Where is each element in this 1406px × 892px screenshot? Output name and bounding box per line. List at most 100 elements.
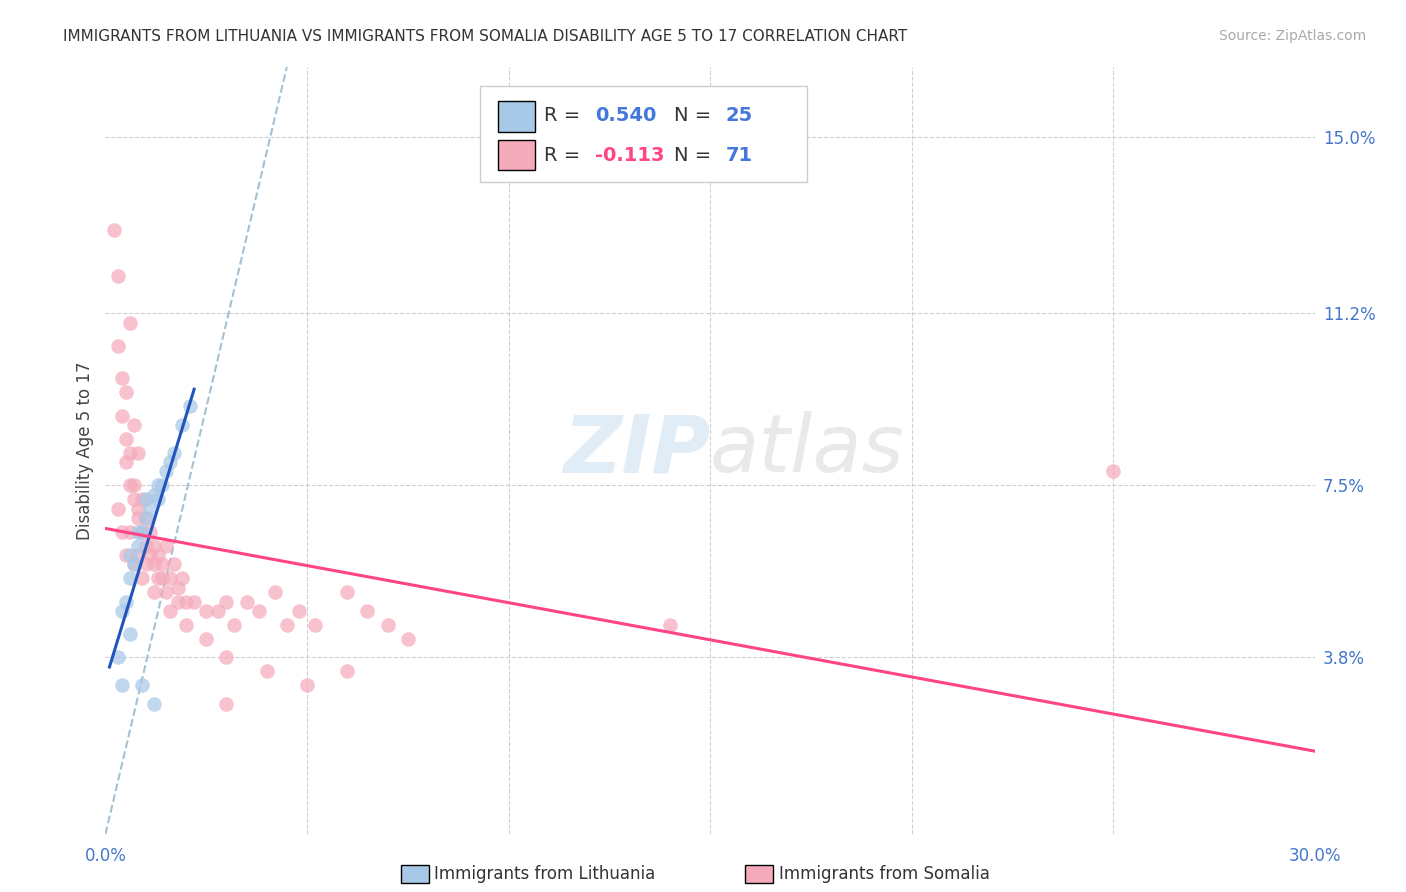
- Point: [118, 524, 141, 539]
- Point: [114, 594, 136, 608]
- Point: [304, 617, 326, 632]
- Point: [276, 617, 298, 632]
- Point: [131, 678, 153, 692]
- Point: [142, 539, 165, 553]
- Point: [142, 488, 165, 502]
- Text: 25: 25: [725, 106, 754, 125]
- Point: [183, 594, 205, 608]
- Point: [146, 492, 169, 507]
- Point: [135, 539, 157, 553]
- Point: [146, 478, 169, 492]
- Point: [118, 571, 141, 585]
- Point: [107, 339, 129, 353]
- Point: [131, 492, 153, 507]
- FancyBboxPatch shape: [481, 87, 807, 182]
- Point: [122, 417, 145, 432]
- FancyBboxPatch shape: [499, 102, 534, 132]
- Point: [155, 539, 177, 553]
- Point: [142, 697, 165, 711]
- Point: [131, 524, 153, 539]
- Point: [1102, 464, 1125, 478]
- Point: [127, 548, 149, 562]
- Point: [215, 594, 238, 608]
- Point: [356, 604, 378, 618]
- Point: [118, 478, 141, 492]
- Point: [139, 548, 162, 562]
- Point: [159, 455, 181, 469]
- Text: R =: R =: [544, 106, 586, 125]
- Point: [142, 558, 165, 572]
- Point: [150, 558, 173, 572]
- Point: [163, 446, 186, 460]
- Point: [114, 548, 136, 562]
- Point: [336, 665, 359, 679]
- Point: [114, 432, 136, 446]
- Point: [131, 571, 153, 585]
- Point: [107, 269, 129, 284]
- Point: [107, 650, 129, 665]
- Y-axis label: Disability Age 5 to 17: Disability Age 5 to 17: [76, 361, 94, 540]
- Point: [247, 604, 270, 618]
- Point: [103, 222, 125, 236]
- Point: [122, 558, 145, 572]
- Point: [107, 501, 129, 516]
- Point: [256, 665, 278, 679]
- FancyBboxPatch shape: [499, 140, 534, 170]
- Point: [174, 617, 197, 632]
- Point: [155, 585, 177, 599]
- Point: [207, 604, 229, 618]
- Point: [118, 627, 141, 641]
- Point: [118, 316, 141, 330]
- Text: Immigrants from Somalia: Immigrants from Somalia: [779, 865, 990, 883]
- Point: [235, 594, 257, 608]
- Point: [118, 548, 141, 562]
- Point: [139, 524, 162, 539]
- Point: [263, 585, 285, 599]
- Point: [139, 501, 162, 516]
- Point: [170, 417, 193, 432]
- Point: [170, 571, 193, 585]
- Text: ZIP: ZIP: [562, 411, 710, 490]
- Text: Immigrants from Lithuania: Immigrants from Lithuania: [434, 865, 655, 883]
- Point: [174, 594, 197, 608]
- Point: [127, 511, 149, 525]
- Point: [122, 492, 145, 507]
- Point: [135, 492, 157, 507]
- Point: [195, 604, 218, 618]
- Point: [396, 632, 419, 646]
- Text: -0.113: -0.113: [595, 145, 665, 165]
- Text: Source: ZipAtlas.com: Source: ZipAtlas.com: [1219, 29, 1367, 43]
- Point: [135, 558, 157, 572]
- Text: R =: R =: [544, 145, 586, 165]
- Point: [215, 697, 238, 711]
- Point: [215, 650, 238, 665]
- Point: [146, 571, 169, 585]
- Point: [114, 455, 136, 469]
- Point: [167, 581, 190, 595]
- Point: [336, 585, 359, 599]
- Text: IMMIGRANTS FROM LITHUANIA VS IMMIGRANTS FROM SOMALIA DISABILITY AGE 5 TO 17 CORR: IMMIGRANTS FROM LITHUANIA VS IMMIGRANTS …: [63, 29, 907, 44]
- Point: [155, 464, 177, 478]
- Point: [288, 604, 311, 618]
- Point: [167, 594, 190, 608]
- Point: [159, 571, 181, 585]
- Point: [163, 558, 186, 572]
- Point: [658, 617, 681, 632]
- Point: [114, 385, 136, 400]
- Point: [150, 571, 173, 585]
- Point: [122, 558, 145, 572]
- Point: [224, 617, 246, 632]
- Point: [150, 478, 173, 492]
- Point: [195, 632, 218, 646]
- Point: [110, 371, 132, 385]
- Point: [127, 524, 149, 539]
- Point: [118, 446, 141, 460]
- Point: [146, 548, 169, 562]
- Point: [110, 409, 132, 423]
- Text: atlas: atlas: [710, 411, 905, 490]
- Text: N =: N =: [673, 106, 717, 125]
- Point: [127, 539, 149, 553]
- Point: [127, 446, 149, 460]
- Point: [127, 501, 149, 516]
- Point: [110, 604, 132, 618]
